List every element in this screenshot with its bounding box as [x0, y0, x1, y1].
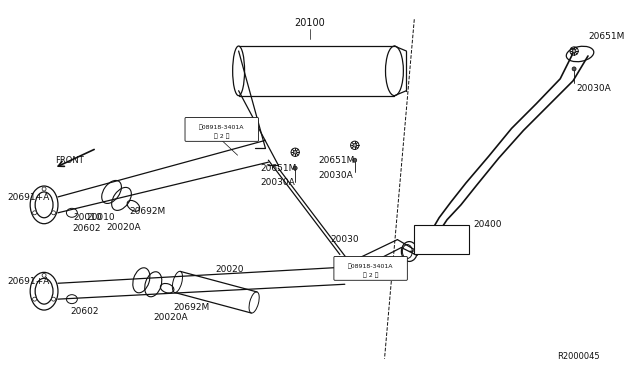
Ellipse shape: [52, 211, 56, 215]
Ellipse shape: [572, 49, 576, 53]
FancyBboxPatch shape: [334, 256, 407, 280]
Text: 20020A: 20020A: [153, 312, 188, 321]
Text: 20400: 20400: [474, 220, 502, 229]
Text: 〈 2 〉: 〈 2 〉: [214, 134, 230, 139]
Text: 20602: 20602: [70, 307, 99, 315]
Text: 20692M: 20692M: [129, 207, 166, 216]
Ellipse shape: [353, 144, 356, 147]
Text: 20692M: 20692M: [173, 302, 209, 312]
Ellipse shape: [294, 151, 297, 154]
Text: 20030A: 20030A: [260, 177, 295, 186]
Text: 20100: 20100: [294, 18, 326, 28]
Text: 〈 2 〉: 〈 2 〉: [363, 273, 378, 278]
Text: 20030: 20030: [330, 235, 358, 244]
Text: 20651M: 20651M: [318, 156, 355, 165]
Text: Ⓝ08918-3401A: Ⓝ08918-3401A: [199, 125, 244, 130]
Ellipse shape: [353, 158, 356, 162]
Text: 20691+A: 20691+A: [7, 193, 50, 202]
Ellipse shape: [33, 211, 36, 215]
Text: 20651M: 20651M: [588, 32, 625, 41]
Bar: [414, 225, 469, 254]
Text: 20030A: 20030A: [318, 171, 353, 180]
Text: FRONT: FRONT: [56, 156, 84, 165]
Ellipse shape: [293, 166, 297, 170]
Text: 20602: 20602: [72, 224, 100, 233]
Text: R2000045: R2000045: [557, 352, 600, 361]
Text: 20010: 20010: [74, 213, 102, 222]
Text: 20020: 20020: [216, 265, 244, 274]
Text: Ⓝ08918-3401A: Ⓝ08918-3401A: [348, 264, 394, 269]
FancyBboxPatch shape: [185, 118, 259, 141]
Text: 20010: 20010: [87, 213, 115, 222]
Ellipse shape: [52, 297, 56, 301]
Ellipse shape: [572, 67, 576, 71]
Ellipse shape: [42, 273, 46, 277]
Text: 20691+A: 20691+A: [7, 277, 50, 286]
Text: 20020A: 20020A: [107, 223, 141, 232]
Ellipse shape: [42, 187, 46, 191]
Text: 20651M: 20651M: [260, 164, 297, 173]
Text: 20030A: 20030A: [576, 84, 611, 93]
Ellipse shape: [33, 297, 36, 301]
